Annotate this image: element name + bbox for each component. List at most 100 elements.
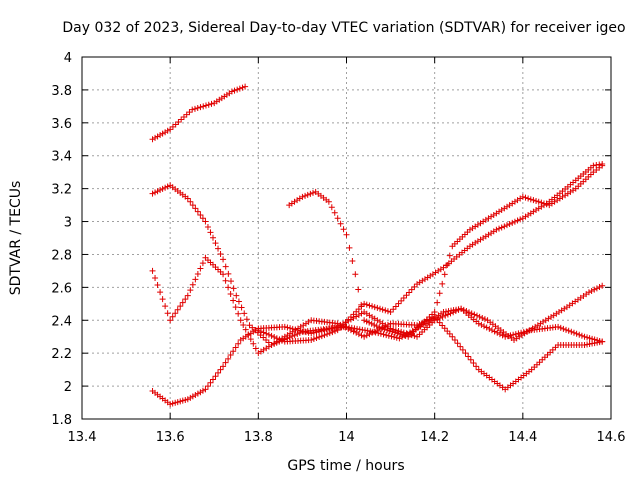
data-point — [207, 379, 214, 386]
data-point — [204, 383, 211, 390]
data-point-track-3-5 — [237, 317, 244, 324]
data-point — [408, 286, 415, 293]
data-point — [434, 299, 441, 306]
data-point — [228, 278, 235, 285]
data-point-track-3-10 — [361, 333, 368, 340]
data-point — [392, 303, 399, 310]
data-point — [451, 337, 458, 344]
data-point — [446, 330, 453, 337]
data-point — [390, 306, 397, 313]
data-point — [302, 192, 309, 199]
grid — [82, 57, 611, 419]
data-point-track-3-20 — [599, 338, 606, 345]
data-point — [152, 134, 159, 141]
data-point — [345, 316, 352, 323]
data-point — [408, 332, 415, 339]
data-point — [393, 334, 400, 341]
data-point — [217, 250, 224, 257]
data-point — [374, 304, 381, 311]
data-point — [503, 222, 510, 229]
data-point — [222, 277, 229, 284]
data-point — [398, 297, 405, 304]
data-point — [235, 340, 242, 347]
data-point — [353, 308, 360, 315]
data-point — [395, 300, 402, 307]
data-point — [376, 324, 383, 331]
data-point — [215, 245, 222, 252]
data-point-track-1-4 — [228, 88, 235, 95]
data-point — [454, 340, 461, 347]
data-point — [369, 329, 376, 336]
data-point — [192, 205, 199, 212]
data-point — [570, 329, 577, 336]
data-point — [339, 321, 346, 328]
data-point — [194, 270, 201, 277]
data-point — [501, 223, 508, 230]
data-point — [295, 327, 302, 334]
data-point — [394, 330, 401, 337]
x-axis-label: GPS time / hours — [287, 458, 404, 474]
data-point — [187, 287, 194, 294]
data-point — [169, 313, 176, 320]
data-point-track-6-5 — [387, 309, 394, 316]
data-point — [506, 221, 513, 228]
data-point — [294, 330, 301, 337]
data-point — [481, 316, 488, 323]
data-point — [512, 331, 519, 338]
data-point — [406, 289, 413, 296]
data-point — [321, 332, 328, 339]
data-point — [197, 265, 204, 272]
data-point — [441, 271, 448, 278]
data-point — [388, 333, 395, 340]
data-point — [235, 298, 242, 305]
data-point — [174, 306, 181, 313]
data-point-track-3-2 — [184, 292, 191, 299]
data-point — [192, 392, 199, 399]
data-point — [164, 127, 171, 134]
data-point — [467, 356, 474, 363]
data-point — [231, 87, 238, 94]
data-point — [499, 332, 506, 339]
data-point — [491, 328, 498, 335]
data-point-track-2-12 — [396, 335, 403, 342]
data-point — [397, 331, 404, 338]
data-point — [247, 336, 254, 343]
data-point-track-4-20 — [599, 282, 606, 289]
data-point — [355, 312, 362, 319]
series-track-6 — [255, 160, 606, 345]
data-point — [355, 331, 362, 338]
data-point — [488, 327, 495, 334]
data-point — [157, 289, 164, 296]
data-point — [289, 325, 296, 332]
data-point — [517, 216, 524, 223]
y-tick-label: 2 — [64, 380, 72, 395]
data-point — [576, 331, 583, 338]
data-point — [182, 396, 189, 403]
data-point — [189, 281, 196, 288]
data-point — [442, 312, 449, 319]
data-point — [593, 162, 600, 169]
data-point — [191, 105, 198, 112]
x-tick-label: 14.2 — [420, 430, 449, 445]
x-tick-label: 13.6 — [156, 430, 185, 445]
data-point — [199, 215, 206, 222]
data-point — [297, 327, 304, 334]
data-point — [194, 390, 201, 397]
data-point — [260, 329, 267, 336]
data-point-track-6-2 — [308, 337, 315, 344]
data-point — [345, 325, 352, 332]
data-point — [159, 296, 166, 303]
series-track-5 — [286, 162, 606, 340]
data-point — [350, 328, 357, 335]
data-point — [307, 190, 314, 197]
data-point-track-4-2 — [184, 396, 191, 403]
data-point — [510, 331, 517, 338]
data-point — [530, 197, 537, 204]
data-point — [240, 321, 247, 328]
data-point — [476, 313, 483, 320]
y-axis: 1.8 2 2.2 2.4 2.6 2.8 3 3.2 3.4 3.6 3.8 4 — [51, 51, 611, 428]
data-point — [568, 328, 575, 335]
y-tick-label: 3.4 — [51, 150, 72, 165]
data-point-track-2-17 — [502, 333, 509, 340]
data-point — [509, 219, 516, 226]
